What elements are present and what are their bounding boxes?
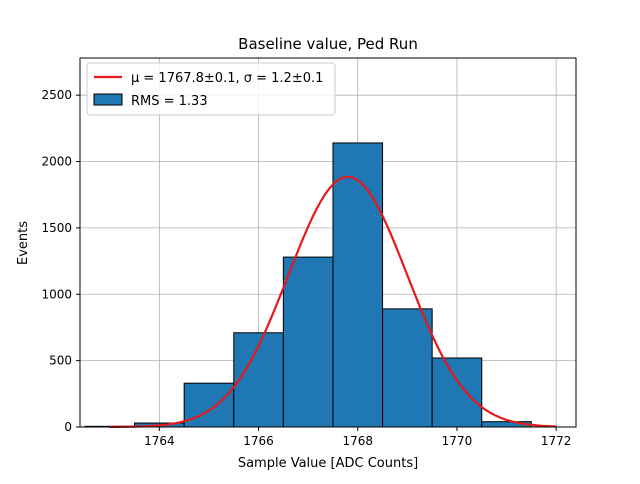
x-tick-label: 1764 bbox=[144, 434, 175, 448]
histogram-bar bbox=[183, 382, 235, 428]
histogram-bar bbox=[431, 357, 483, 428]
axis-ticks: 1764 1766 1768 1770 1772 0 500 1000 1500 2000 2500 bbox=[41, 88, 571, 448]
legend-histogram-label: RMS = 1.33 bbox=[131, 94, 208, 109]
histogram-bars bbox=[84, 142, 532, 428]
y-tick-label: 0 bbox=[64, 420, 72, 434]
x-tick-label: 1770 bbox=[442, 434, 473, 448]
histogram-bar bbox=[332, 142, 384, 428]
legend: μ = 1767.8±0.1, σ = 1.2±0.1 RMS = 1.33 bbox=[86, 62, 336, 116]
y-tick-label: 1500 bbox=[41, 221, 72, 235]
y-axis-label: Events bbox=[16, 221, 31, 265]
histogram-bar bbox=[382, 308, 433, 428]
legend-histogram-swatch bbox=[93, 93, 123, 106]
plot-frame bbox=[79, 57, 577, 428]
x-axis-label: Sample Value [ADC Counts] bbox=[238, 456, 418, 471]
x-tick-label: 1772 bbox=[541, 434, 572, 448]
histogram-bar bbox=[282, 256, 334, 428]
y-tick-label: 1000 bbox=[41, 287, 72, 301]
legend-fit-label: μ = 1767.8±0.1, σ = 1.2±0.1 bbox=[131, 71, 323, 86]
x-tick-label: 1766 bbox=[243, 434, 274, 448]
y-tick-label: 500 bbox=[49, 354, 72, 368]
legend-box bbox=[86, 62, 336, 116]
x-tick-label: 1768 bbox=[342, 434, 373, 448]
y-tick-label: 2000 bbox=[41, 155, 72, 169]
gaussian-fit-curve bbox=[109, 175, 557, 429]
histogram-bar bbox=[233, 332, 284, 428]
y-tick-label: 2500 bbox=[41, 88, 72, 102]
chart-title: Baseline value, Ped Run bbox=[238, 35, 418, 53]
